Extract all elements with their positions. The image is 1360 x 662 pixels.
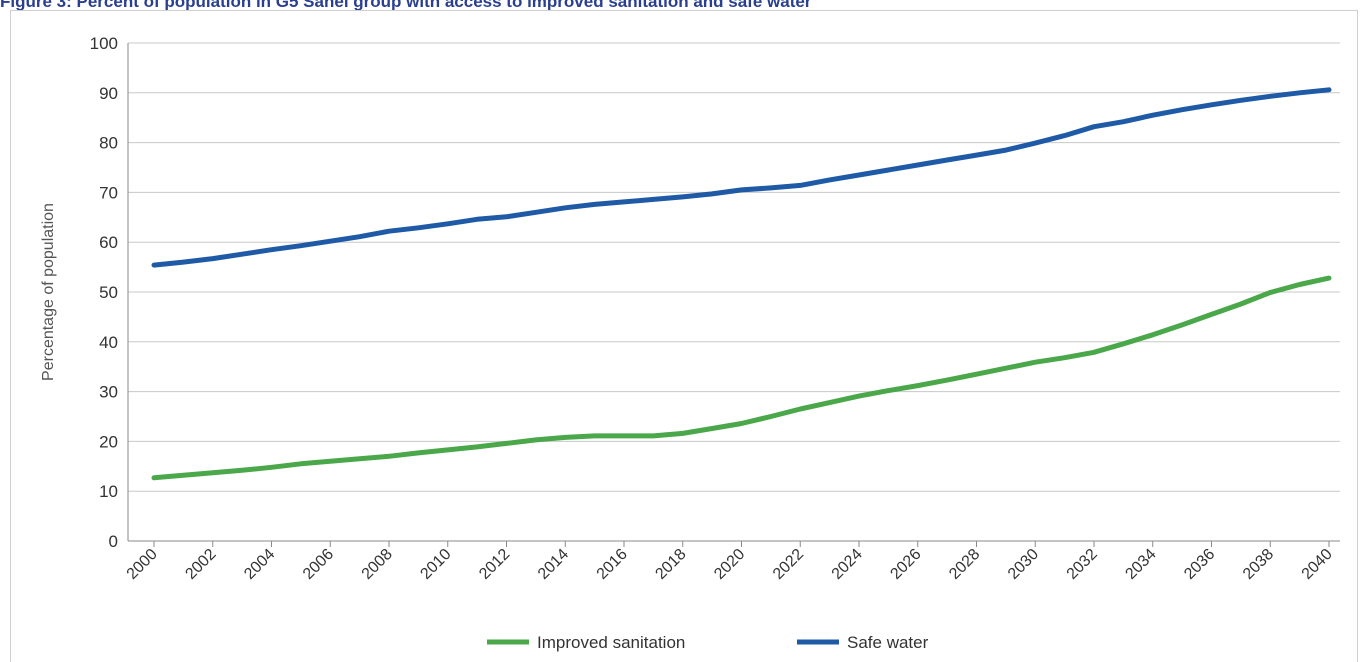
series-line-improved-sanitation xyxy=(151,275,1332,481)
axes xyxy=(127,43,1340,547)
x-tick-label-2028: 2028 xyxy=(946,546,983,583)
x-tick-label-2030: 2030 xyxy=(1005,546,1042,583)
series-lines xyxy=(151,87,1332,481)
x-tick-label-2010: 2010 xyxy=(417,546,454,583)
x-tick-label-2022: 2022 xyxy=(770,546,807,583)
chart-title: Figure 3: Percent of population in G5 Sa… xyxy=(0,0,812,11)
y-tick-label-50: 50 xyxy=(99,283,118,302)
x-tick-label-2036: 2036 xyxy=(1181,546,1218,583)
y-tick-label-20: 20 xyxy=(99,432,118,451)
x-tick-label-2020: 2020 xyxy=(711,546,748,583)
y-tick-label-80: 80 xyxy=(99,134,118,153)
x-tick-label-2040: 2040 xyxy=(1299,546,1336,583)
y-tick-labels: 0 10 20 30 40 50 60 70 80 90 100 xyxy=(90,34,118,551)
legend: Improved sanitation Safe water xyxy=(487,633,929,652)
y-tick-label-10: 10 xyxy=(99,482,118,501)
x-tick-label-2026: 2026 xyxy=(887,546,924,583)
x-tick-label-2034: 2034 xyxy=(1122,546,1159,583)
x-tick-label-2000: 2000 xyxy=(124,546,161,583)
x-tick-label-2004: 2004 xyxy=(241,546,278,583)
y-tick-label-0: 0 xyxy=(109,532,118,551)
x-tick-label-2014: 2014 xyxy=(535,546,572,583)
x-tick-label-2018: 2018 xyxy=(652,546,689,583)
x-tick-label-2016: 2016 xyxy=(594,546,631,583)
y-axis-title: Percentage of population xyxy=(40,203,57,381)
y-tick-label-60: 60 xyxy=(99,233,118,252)
y-tick-label-70: 70 xyxy=(99,183,118,202)
x-tick-label-2002: 2002 xyxy=(182,546,219,583)
x-tick-label-2006: 2006 xyxy=(300,546,337,583)
x-tick-label-2012: 2012 xyxy=(476,546,513,583)
y-tick-label-100: 100 xyxy=(90,34,118,53)
x-tick-labels: 2000 2002 2004 2006 2008 2010 2012 2014 2016 2018… xyxy=(124,546,1336,583)
legend-label-improved-sanitation: Improved sanitation xyxy=(537,633,685,652)
legend-label-safe-water: Safe water xyxy=(847,633,929,652)
y-tick-label-30: 30 xyxy=(99,383,118,402)
chart-frame xyxy=(10,10,1358,662)
x-tick-label-2038: 2038 xyxy=(1240,546,1277,583)
y-tick-label-90: 90 xyxy=(99,84,118,103)
series-line-safe-water xyxy=(151,87,1332,268)
x-tick-label-2024: 2024 xyxy=(829,546,866,583)
y-tick-label-40: 40 xyxy=(99,333,118,352)
x-tick-label-2032: 2032 xyxy=(1064,546,1101,583)
x-tick-label-2008: 2008 xyxy=(359,546,396,583)
